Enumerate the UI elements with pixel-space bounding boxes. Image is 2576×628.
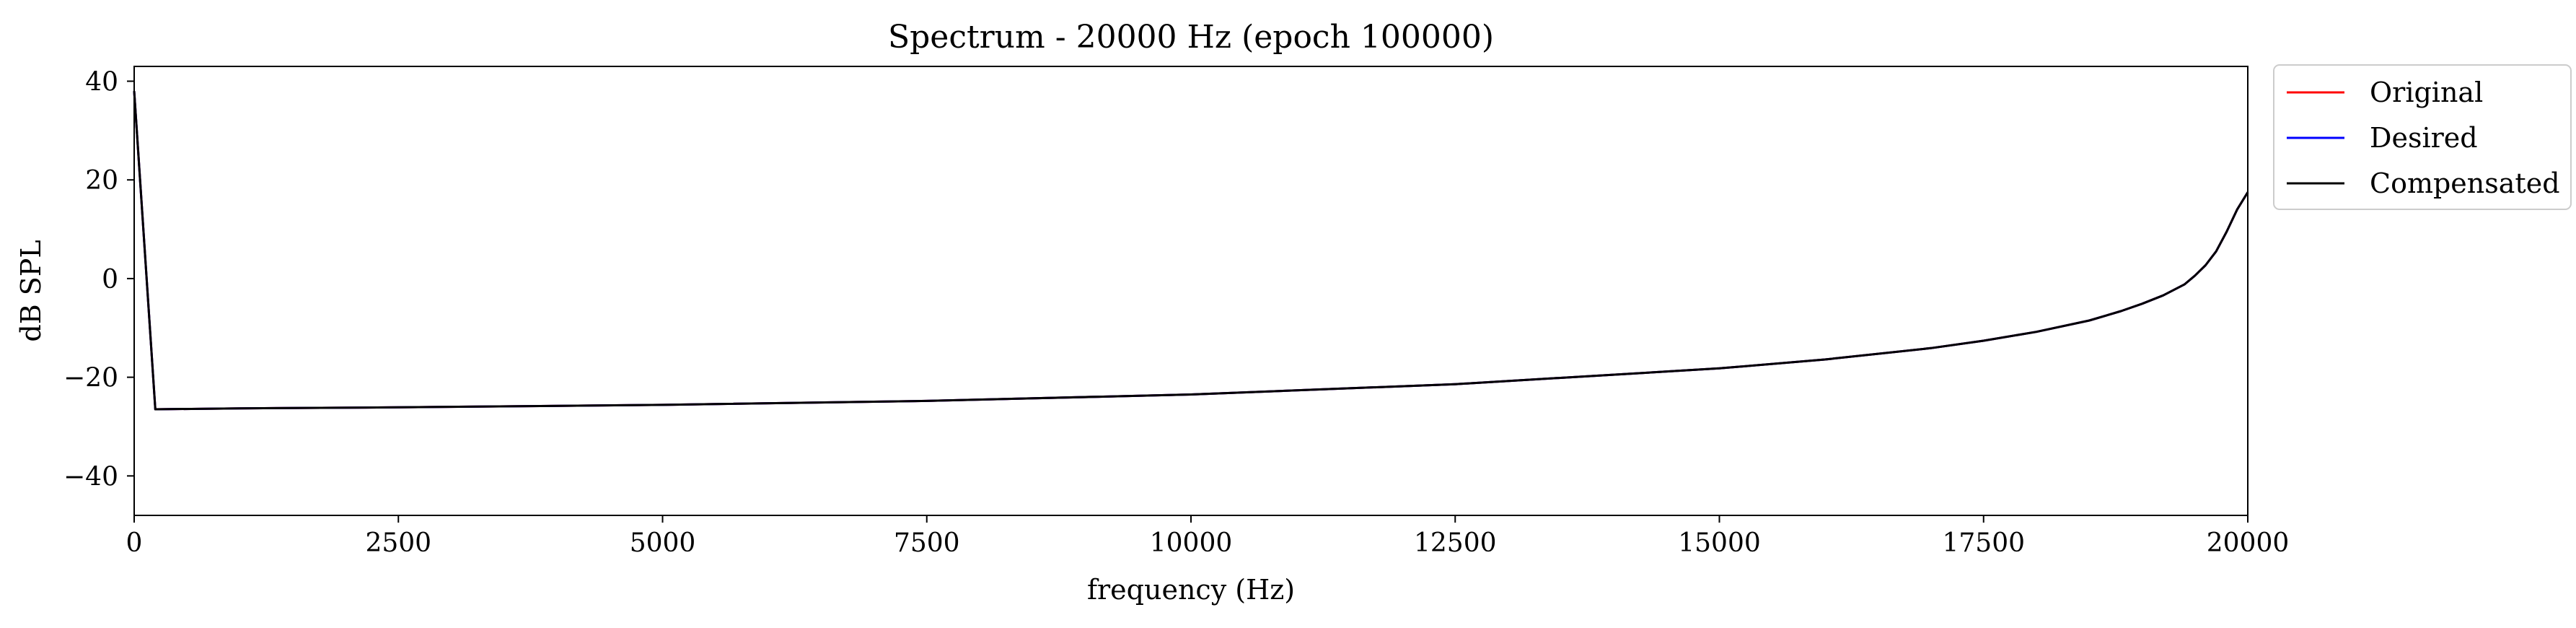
x-tick-label: 7500 [894, 528, 960, 558]
y-tick-label: 0 [102, 265, 118, 295]
plot-area [133, 66, 2249, 516]
y-axis: 40 20 0 −20 −40 [63, 68, 134, 492]
legend-box [2273, 64, 2572, 210]
series-line-compensated [133, 91, 2249, 411]
x-tick-label: 5000 [630, 528, 696, 558]
x-tick-label: 12500 [1414, 528, 1497, 558]
plot-background [134, 66, 2248, 515]
x-tick-label: 17500 [1942, 528, 2025, 558]
legend-label-desired: Desired [2370, 122, 2478, 154]
legend-label-compensated: Compensated [2370, 167, 2560, 199]
y-tick-label: 20 [85, 166, 118, 196]
x-tick-label: 20000 [2207, 528, 2290, 558]
x-tick-label: 0 [126, 528, 143, 558]
x-tick-label: 10000 [1150, 528, 1233, 558]
y-tick-label: −20 [63, 364, 118, 393]
legend-entries: Original Desired Compensated [2287, 77, 2560, 199]
y-axis-label: dB SPL [15, 240, 47, 341]
y-tick-label: 40 [85, 68, 118, 97]
y-tick-label: −40 [63, 462, 118, 492]
series-layer [133, 91, 2249, 411]
x-axis-label: frequency (Hz) [1087, 574, 1295, 606]
x-axis: 0 2500 5000 7500 10000 12500 15000 17500 20000 [126, 515, 2290, 558]
x-tick-label: 15000 [1678, 528, 1761, 558]
legend-label-original: Original [2370, 77, 2483, 108]
legend: Original Desired Compensated [2273, 64, 2572, 210]
chart-title: Spectrum - 20000 Hz (epoch 100000) [888, 19, 1494, 56]
x-tick-label: 2500 [365, 528, 431, 558]
